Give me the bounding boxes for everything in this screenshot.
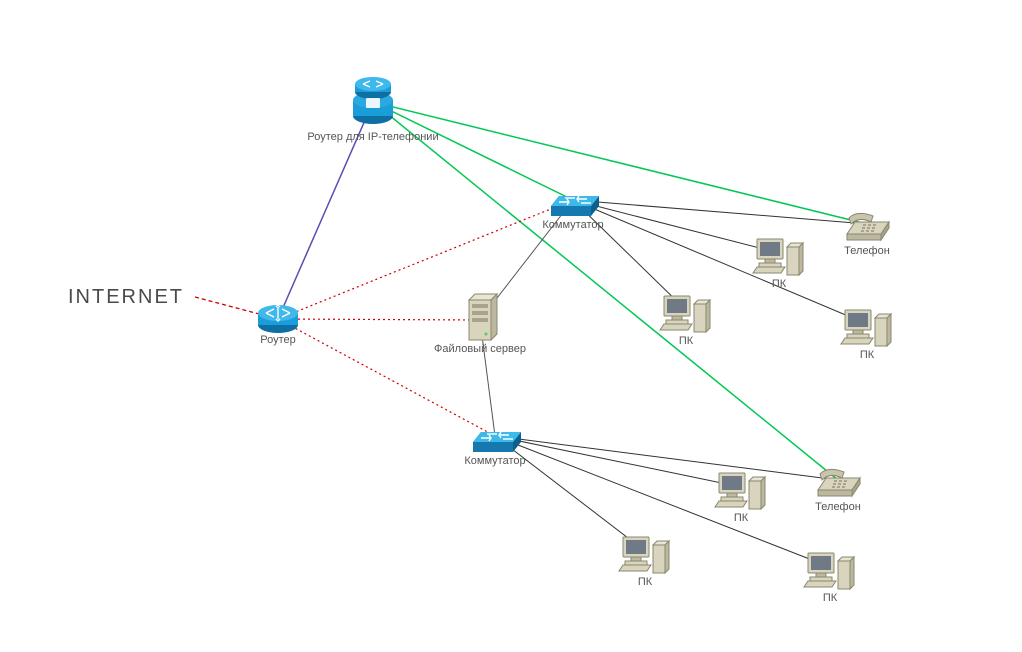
node-phone_top (847, 213, 889, 240)
node-label: Роутер (260, 334, 296, 346)
edge (495, 436, 645, 551)
node-label: Телефон (815, 501, 861, 513)
node-label: ПК (679, 335, 694, 347)
edge (573, 200, 867, 224)
pc-icon (660, 296, 710, 332)
edge (495, 436, 741, 487)
node-router (258, 305, 298, 333)
node-pc1 (753, 239, 803, 275)
node-label: Коммутатор (464, 455, 525, 467)
pc-icon (715, 473, 765, 509)
node-label: ПК (860, 349, 875, 361)
node-pc2 (660, 296, 710, 332)
router-icon (258, 305, 298, 333)
pc-icon (841, 310, 891, 346)
node-pc3 (841, 310, 891, 346)
node-label: Роутер для IP-телефонии (307, 131, 438, 143)
pc-icon (753, 239, 803, 275)
switch-icon (551, 196, 599, 216)
phone-icon (847, 213, 889, 240)
phone-icon (818, 469, 860, 496)
pc-icon (804, 553, 854, 589)
edge (573, 200, 867, 324)
internet-label: INTERNET (68, 286, 184, 308)
labels-layer: Роутер для IP-телефонии Роутер Коммутатор К… (68, 131, 890, 604)
node-pc6 (804, 553, 854, 589)
edge (278, 319, 495, 436)
node-label: ПК (734, 512, 749, 524)
node-label: ПК (772, 278, 787, 290)
node-phone_bot (818, 469, 860, 496)
node-file_server (469, 294, 497, 340)
node-label: ПК (638, 576, 653, 588)
edge (495, 436, 838, 480)
nodes-layer (258, 77, 891, 589)
node-label: ПК (823, 592, 838, 604)
network-diagram: Роутер для IP-телефонии Роутер Коммутатор К… (0, 0, 1022, 652)
node-label: Файловый сервер (434, 343, 526, 355)
edge (373, 102, 573, 200)
node-switch_top (551, 196, 599, 216)
node-pc5 (619, 537, 669, 573)
node-label: Телефон (844, 245, 890, 257)
node-pc4 (715, 473, 765, 509)
pc-icon (619, 537, 669, 573)
edge (573, 200, 686, 310)
node-voip_router (353, 77, 393, 124)
server-icon (469, 294, 497, 340)
edge (278, 319, 480, 320)
node-label: Коммутатор (542, 219, 603, 231)
router-stacked-icon (353, 77, 393, 124)
edges-layer (195, 102, 867, 567)
switch-icon (473, 432, 521, 452)
node-switch_bot (473, 432, 521, 452)
